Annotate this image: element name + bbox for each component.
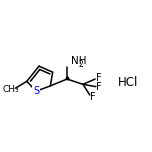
Text: NH: NH <box>71 56 86 66</box>
Text: F: F <box>96 82 102 92</box>
Text: CH₃: CH₃ <box>2 85 19 95</box>
Text: F: F <box>90 92 95 102</box>
Text: 2: 2 <box>78 60 83 69</box>
Text: HCl: HCl <box>117 76 138 89</box>
Text: S: S <box>33 86 39 96</box>
Text: F: F <box>96 73 101 83</box>
